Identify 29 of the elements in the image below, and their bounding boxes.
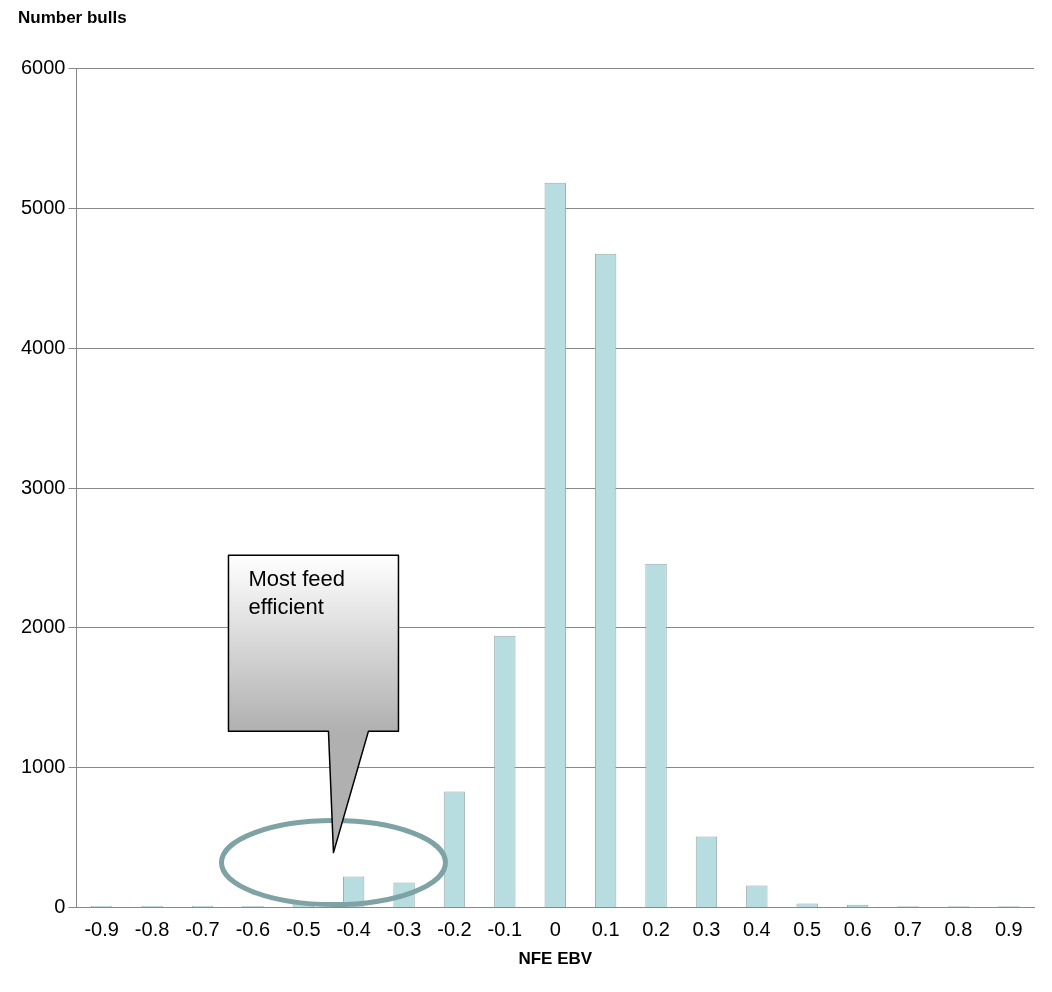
x-tick-label: 0.9 bbox=[994, 918, 1023, 941]
y-axis-title: Number bulls bbox=[18, 7, 127, 27]
y-tick-label: 4000 bbox=[20, 335, 66, 358]
x-tick-label: 0.4 bbox=[742, 918, 771, 941]
x-tick-label: 0.3 bbox=[692, 918, 721, 941]
x-tick-label: 0 bbox=[549, 918, 561, 941]
y-tick-label: 5000 bbox=[20, 195, 66, 218]
y-tick-label: 1000 bbox=[20, 755, 66, 778]
y-tick-label: 3000 bbox=[20, 475, 66, 498]
y-tick-label: 0 bbox=[54, 895, 66, 918]
x-tick-label: -0.7 bbox=[185, 918, 220, 941]
x-tick-label: -0.8 bbox=[134, 918, 170, 941]
x-tick-label: -0.4 bbox=[336, 918, 371, 941]
x-tick-label: 0.8 bbox=[944, 918, 973, 941]
x-axis-title: NFE EBV bbox=[518, 949, 593, 969]
x-tick-label: -0.9 bbox=[84, 918, 119, 941]
x-tick-label: 0.7 bbox=[894, 918, 922, 941]
x-tick-label: 0.2 bbox=[642, 918, 670, 941]
x-tick-label: 0.5 bbox=[793, 918, 822, 941]
x-tick-label: -0.3 bbox=[386, 918, 422, 941]
y-tick-label: 6000 bbox=[20, 55, 66, 78]
x-tick-label: 0.6 bbox=[843, 918, 872, 941]
x-tick-label: -0.6 bbox=[235, 918, 271, 941]
y-tick-label: 2000 bbox=[20, 615, 66, 638]
x-tick-label: -0.2 bbox=[437, 918, 472, 941]
x-tick-label: -0.1 bbox=[487, 918, 523, 941]
annotation: Most feed efficient bbox=[248, 566, 346, 620]
x-tick-label: 0.1 bbox=[591, 918, 620, 941]
x-tick-label: -0.5 bbox=[286, 918, 321, 941]
